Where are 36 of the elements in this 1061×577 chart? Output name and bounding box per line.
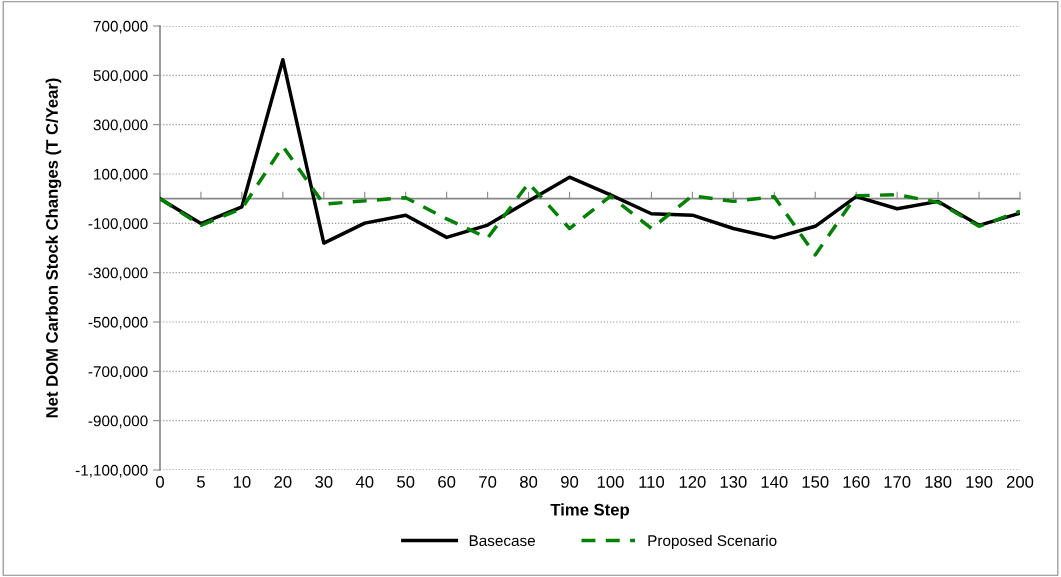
x-tick-label: 80 [520, 476, 538, 488]
y-axis-title: Net DOM Carbon Stock Changes (T C/Year) [45, 78, 62, 418]
y-tick-label: 300,000 [93, 119, 148, 133]
y-tick-label: -900,000 [88, 415, 148, 429]
legend-label: Proposed Scenario [648, 534, 777, 550]
x-tick-label: 40 [355, 476, 374, 488]
x-tick-label: 20 [274, 476, 292, 488]
x-tick-label: 160 [843, 476, 870, 488]
y-tick-label: -300,000 [88, 267, 148, 281]
y-tick-label: 500,000 [93, 70, 148, 83]
x-tick-label: 0 [156, 476, 164, 488]
y-tick-label: -500,000 [88, 316, 148, 330]
x-tick-label: 110 [639, 476, 665, 488]
x-tick-label: 200 [1006, 476, 1034, 488]
x-tick-label: 5 [196, 476, 205, 488]
x-tick-label: 90 [561, 476, 579, 488]
y-tick-label: -700,000 [88, 366, 148, 379]
x-tick-label: 170 [884, 476, 911, 488]
y-tick-label: 100,000 [94, 168, 148, 182]
x-tick-label: 150 [802, 476, 829, 488]
y-tick-label: -1,100,000 [75, 464, 148, 478]
x-tick-label: 70 [479, 476, 497, 488]
x-tick-label: 100 [597, 476, 624, 488]
x-tick-label: 120 [679, 476, 706, 488]
x-tick-label: 180 [925, 476, 952, 488]
x-tick-label: 190 [966, 476, 993, 488]
x-tick-label: 50 [397, 476, 415, 488]
y-tick-label: -100,000 [88, 218, 148, 231]
x-tick-label: 10 [233, 476, 251, 488]
x-tick-label: 60 [438, 476, 456, 488]
x-tick-label: 140 [761, 476, 788, 488]
x-tick-label: 30 [315, 476, 333, 488]
legend-label: Basecase [469, 535, 535, 547]
y-tick-label: 700,000 [93, 20, 148, 34]
x-tick-label: 130 [720, 476, 747, 488]
x-axis-title: Time Step [550, 503, 629, 519]
